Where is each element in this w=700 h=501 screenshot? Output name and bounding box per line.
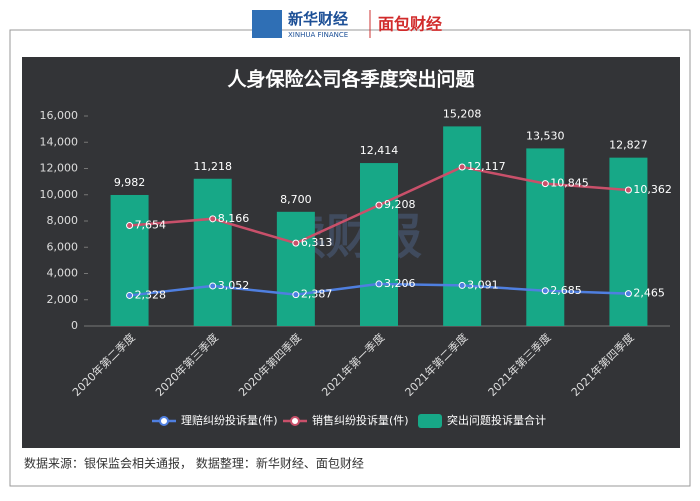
- bar: [609, 157, 648, 326]
- line-point: [624, 186, 632, 194]
- bar: [193, 178, 232, 326]
- bar-value-label: 15,208: [443, 107, 482, 120]
- partner-logo: 面包财经: [378, 15, 442, 34]
- bar-value-label: 12,414: [360, 144, 399, 157]
- line-value-label: 9,208: [384, 198, 416, 211]
- y-tick-label: 2,000: [47, 293, 79, 306]
- line-point: [292, 291, 300, 299]
- bar-value-label: 11,218: [193, 160, 232, 173]
- y-tick-label: 0: [71, 319, 78, 332]
- line-point: [541, 180, 549, 188]
- line-point: [458, 281, 466, 289]
- line-point: [624, 290, 632, 298]
- bar: [360, 163, 398, 326]
- line-value-label: 8,166: [218, 212, 250, 225]
- y-tick-label: 4,000: [47, 267, 79, 280]
- line-point: [375, 280, 383, 288]
- bar-value-label: 13,530: [526, 129, 565, 142]
- line-value-label: 3,091: [467, 278, 499, 291]
- bar: [443, 126, 482, 327]
- line-value-label: 12,117: [467, 160, 506, 173]
- line-value-label: 3,052: [218, 279, 250, 292]
- bar: [276, 211, 315, 326]
- y-tick-label: 10,000: [40, 188, 79, 201]
- line-value-label: 3,206: [384, 277, 416, 290]
- brand-cn: 新华财经: [288, 10, 348, 28]
- legend-label: 销售纠纷投诉量(件): [312, 413, 409, 427]
- line-value-label: 2,387: [301, 288, 333, 301]
- line-point: [375, 201, 383, 209]
- bar: [526, 148, 565, 326]
- line-point: [126, 222, 134, 230]
- y-tick-label: 16,000: [40, 109, 79, 122]
- legend-marker: [290, 416, 300, 426]
- line-point: [541, 287, 549, 295]
- legend-label: 突出问题投诉量合计: [447, 413, 546, 427]
- y-tick-label: 6,000: [47, 240, 79, 253]
- line-value-label: 6,313: [301, 236, 333, 249]
- line-point: [126, 291, 134, 299]
- line-value-label: 7,654: [135, 219, 167, 232]
- chart-title: 人身保险公司各季度突出问题: [227, 68, 474, 91]
- line-value-label: 10,362: [633, 183, 672, 196]
- bar: [110, 194, 149, 326]
- line-value-label: 2,465: [633, 287, 665, 300]
- line-value-label: 2,328: [135, 288, 167, 301]
- bar-value-label: 8,700: [280, 193, 312, 206]
- legend-swatch: [418, 414, 442, 428]
- logo-icon: [252, 10, 282, 38]
- brand-en: XINHUA FINANCE: [288, 31, 348, 39]
- line-point: [209, 215, 217, 223]
- source-note: 数据来源：银保监会相关通报， 数据整理：新华财经、面包财经: [24, 456, 364, 471]
- line-value-label: 2,685: [550, 284, 582, 297]
- bar-value-label: 9,982: [114, 176, 146, 189]
- line-point: [292, 239, 300, 247]
- y-tick-label: 14,000: [40, 135, 79, 148]
- line-point: [458, 163, 466, 171]
- line-value-label: 10,845: [550, 177, 589, 190]
- legend-label: 理赔纠纷投诉量(件): [181, 413, 278, 427]
- legend-marker: [159, 416, 169, 426]
- bar-value-label: 12,827: [609, 139, 648, 152]
- line-point: [209, 282, 217, 290]
- y-tick-label: 12,000: [40, 162, 79, 175]
- y-tick-label: 8,000: [47, 214, 79, 227]
- frame: [9, 29, 691, 487]
